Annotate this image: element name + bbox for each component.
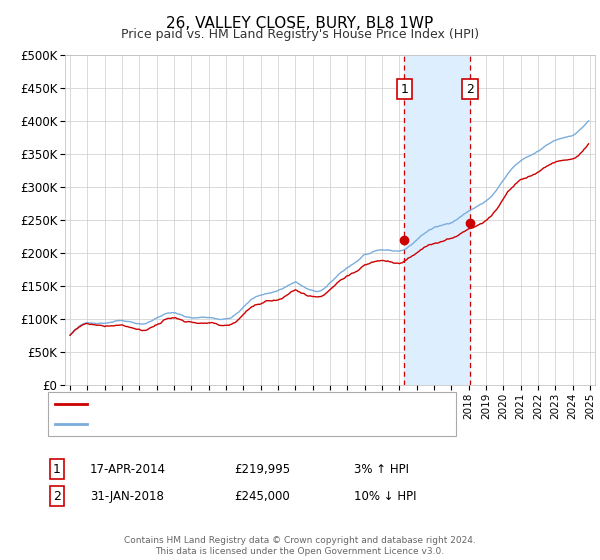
Text: 1: 1 bbox=[53, 463, 61, 476]
Text: 17-APR-2014: 17-APR-2014 bbox=[90, 463, 166, 476]
Text: 3% ↑ HPI: 3% ↑ HPI bbox=[354, 463, 409, 476]
Text: £219,995: £219,995 bbox=[234, 463, 290, 476]
Text: 31-JAN-2018: 31-JAN-2018 bbox=[90, 489, 164, 503]
Text: £245,000: £245,000 bbox=[234, 489, 290, 503]
Text: 10% ↓ HPI: 10% ↓ HPI bbox=[354, 489, 416, 503]
Text: 26, VALLEY CLOSE, BURY, BL8 1WP (detached house): 26, VALLEY CLOSE, BURY, BL8 1WP (detache… bbox=[94, 399, 391, 409]
Bar bbox=[404, 55, 470, 385]
Text: Contains HM Land Registry data © Crown copyright and database right 2024.
This d: Contains HM Land Registry data © Crown c… bbox=[124, 536, 476, 556]
Text: HPI: Average price, detached house, Bury: HPI: Average price, detached house, Bury bbox=[94, 419, 326, 429]
Text: 2: 2 bbox=[466, 83, 474, 96]
Text: 26, VALLEY CLOSE, BURY, BL8 1WP: 26, VALLEY CLOSE, BURY, BL8 1WP bbox=[166, 16, 434, 31]
Text: 2: 2 bbox=[53, 489, 61, 503]
Text: Price paid vs. HM Land Registry's House Price Index (HPI): Price paid vs. HM Land Registry's House … bbox=[121, 28, 479, 41]
Text: 1: 1 bbox=[400, 83, 408, 96]
